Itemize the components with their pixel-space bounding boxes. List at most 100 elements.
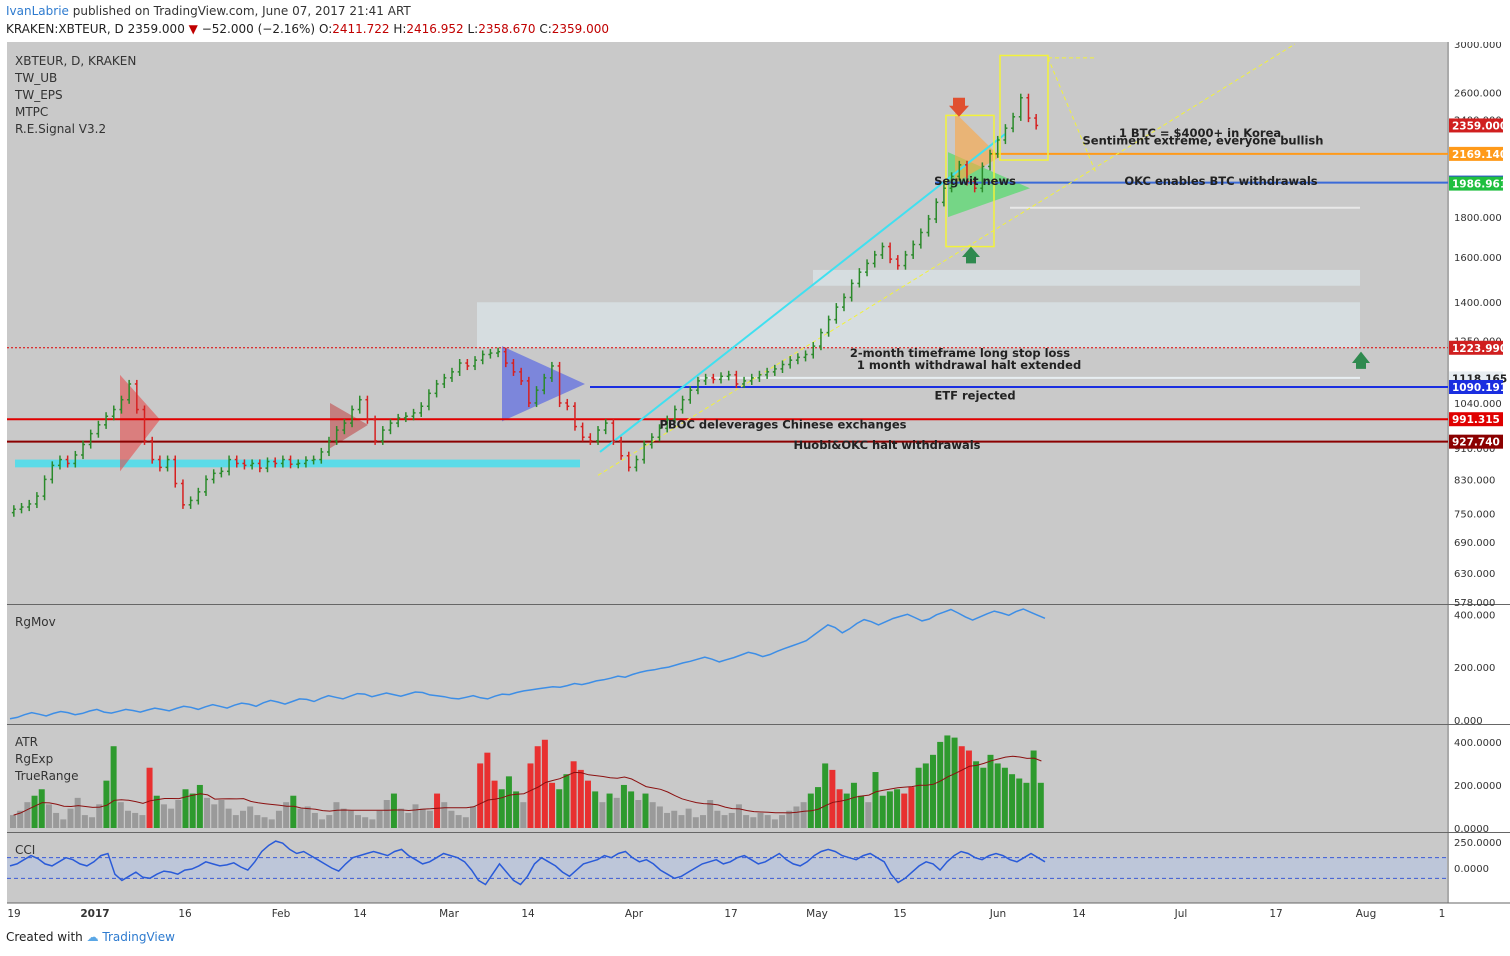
truerange-bar [347,810,354,828]
truerange-bar [628,791,635,828]
change-text: −52.000 (−2.16%) [201,22,316,36]
truerange-bar [146,767,153,828]
truerange-bar [53,812,60,828]
truerange-bar [441,802,448,828]
truerange-bar [606,793,613,828]
truerange-bar [390,793,397,828]
truerange-bar [735,804,742,828]
truerange-bar [620,784,627,828]
o-value: 2411.722 [332,22,390,36]
truerange-bar [836,789,843,828]
truerange-bar [189,793,196,828]
truerange-bar [498,789,505,828]
time-tick-label: 17 [724,908,737,920]
truerange-bar [225,808,232,828]
cyan-trend-line [599,133,1006,453]
truerange-bar [311,812,318,828]
truerange-bar [901,793,908,828]
cci-band [7,857,1447,879]
price-tick-label: 3000.000 [1454,42,1502,51]
indicator-label: TW_EPS [14,88,63,102]
truerange-bar [448,810,455,828]
truerange-bar [585,780,591,828]
truerange-bar [886,791,893,828]
truerange-bar [685,808,692,828]
truerange-bar [89,817,96,828]
rgmov-label: RgMov [15,615,56,629]
truerange-bar [24,802,31,828]
truerange-bar [721,815,728,828]
truerange-bar [671,810,678,828]
author-link[interactable]: IvanLabrie [6,4,69,18]
truerange-bar [283,802,290,828]
price-badge-label: 991.315 [1452,414,1500,426]
truerange-bar [31,795,38,828]
price-tick-label: 1400.000 [1454,298,1502,309]
truerange-bar [850,782,857,828]
truerange-bar [125,810,131,828]
truerange-bar [319,819,326,828]
tradingview-link[interactable]: TradingView [102,930,175,944]
truerange-bar [822,763,829,828]
truerange-bar [67,808,74,828]
truerange-bar [240,810,246,828]
truerange-bar [333,802,340,828]
truerange-bar [232,815,239,828]
annotation-text: ETF rejected [934,389,1015,403]
truerange-bar [656,806,663,828]
truerange-bar [376,810,383,828]
truerange-bar [599,802,606,828]
truerange-bar [297,808,304,828]
price-badge [1449,340,1503,355]
truerange-bar [175,800,182,828]
truerange-bar [743,815,750,828]
yellow-box-2 [945,114,995,248]
price-badge-label: 927.740 [1452,437,1500,449]
truerange-bar [664,812,671,828]
annotation-text: Sentiment extreme, everyone bullish [1083,134,1324,148]
truerange-bar [139,815,146,828]
truerange-bar [994,763,1001,828]
time-tick-label: 19 [7,908,20,920]
price-tick-label: 750.000 [1454,510,1495,521]
atr-tick-label: 0.0000 [1454,824,1489,835]
truerange-bar [434,793,441,828]
price-tick-label: 830.000 [1454,475,1495,486]
price-badge-label: 2169.140 [1452,149,1507,161]
atr-series-label: RgExp [15,752,53,766]
time-tick-label: Jun [989,908,1006,920]
c-value: 2359.000 [551,22,610,36]
annotation-text: Segwit news [934,174,1016,188]
truerange-bar [505,776,512,828]
truerange-bar [132,812,139,828]
cci-tick-label: 0.0000 [1454,864,1489,875]
l-label: L: [467,22,479,36]
truerange-bar [973,761,980,828]
o-label: O: [318,22,333,36]
published-header: IvanLabrie published on TradingView.com,… [6,4,411,18]
truerange-bar [829,769,836,828]
price-badge-label: 1986.961 [1452,179,1507,191]
truerange-bar [872,772,879,828]
truerange-bar [843,793,850,828]
rgmov-panel-bg [7,605,1447,724]
time-tick-label: Feb [272,908,291,920]
truerange-bar [592,791,599,828]
truerange-bar [1023,782,1030,828]
truerange-bar [786,810,793,828]
truerange-bar [800,802,807,828]
truerange-bar [369,819,376,828]
symbol-line: KRAKEN:XBTEUR, D 2359.000 [6,22,185,36]
truerange-bar [290,795,297,828]
indicator-label: R.E.Signal V3.2 [15,122,106,136]
price-tick-label: 910.000 [1454,444,1495,455]
truerange-bar [211,804,218,828]
rgmov-tick-label: 0.000 [1454,716,1483,727]
truerange-bar [182,789,189,828]
truerange-bar [908,787,915,828]
truerange-bar [714,810,721,828]
truerange-bar [635,800,642,828]
ohlc-header: KRAKEN:XBTEUR, D 2359.000 ▼ −52.000 (−2.… [6,22,609,36]
l-value: 2358.670 [478,22,536,36]
